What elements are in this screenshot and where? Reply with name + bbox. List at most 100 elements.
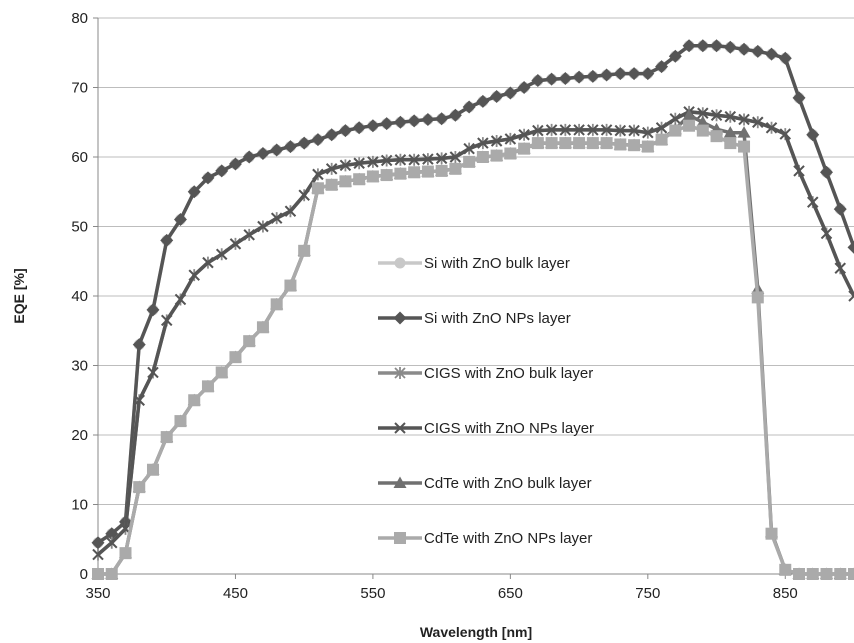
y-tick-label: 10	[71, 497, 88, 514]
data-point	[228, 157, 242, 171]
data-point	[655, 122, 668, 134]
data-point	[283, 140, 297, 154]
data-point	[270, 143, 284, 157]
data-point	[476, 94, 490, 108]
data-point	[201, 380, 214, 393]
data-point	[518, 142, 531, 155]
data-point	[394, 154, 407, 166]
x-tick-label: 550	[360, 585, 385, 602]
legend-item: CIGS with ZnO bulk layer	[378, 365, 593, 382]
data-point	[614, 138, 627, 151]
data-point	[353, 173, 366, 186]
data-point	[545, 72, 559, 86]
data-point	[146, 463, 159, 476]
data-point	[765, 47, 779, 61]
data-point	[202, 256, 214, 269]
data-point	[545, 137, 558, 150]
data-point	[724, 137, 737, 150]
data-point	[587, 124, 599, 136]
data-point	[380, 154, 393, 167]
data-point	[793, 165, 805, 177]
data-point	[477, 137, 489, 149]
data-point	[710, 39, 724, 53]
data-point	[325, 163, 338, 175]
data-point	[394, 167, 407, 180]
data-point	[559, 124, 572, 136]
data-point	[723, 40, 737, 54]
data-point	[682, 39, 696, 53]
x-axis-title: Wavelength [nm]	[420, 624, 532, 640]
data-point	[325, 128, 339, 142]
data-point	[531, 137, 544, 150]
data-point	[160, 233, 174, 247]
data-point	[696, 115, 710, 128]
data-point	[201, 171, 215, 185]
data-point	[298, 189, 310, 201]
series-line	[98, 113, 854, 576]
data-point	[105, 568, 118, 580]
data-point	[407, 114, 421, 128]
data-point	[133, 394, 145, 406]
data-point	[628, 139, 641, 152]
data-point	[229, 351, 242, 364]
series-line	[97, 44, 842, 545]
data-point	[737, 42, 751, 56]
legend-label: CIGS with ZnO bulk layer	[424, 365, 593, 382]
axes	[93, 17, 854, 579]
legend-marker	[394, 367, 406, 379]
data-point	[545, 124, 558, 136]
data-point	[820, 165, 834, 179]
data-point	[215, 366, 228, 379]
data-point	[408, 154, 420, 166]
data-point	[751, 291, 764, 304]
series-3	[92, 106, 854, 561]
series-5	[92, 119, 854, 580]
data-point	[325, 178, 338, 191]
data-point	[504, 133, 517, 145]
data-point	[738, 140, 751, 153]
data-point	[558, 71, 572, 85]
y-tick-label: 50	[71, 219, 88, 236]
data-point	[600, 124, 613, 136]
data-point	[559, 137, 572, 150]
data-point	[573, 124, 585, 136]
data-point	[463, 155, 476, 168]
legend-item: Si with ZnO bulk layer	[378, 255, 570, 272]
data-point	[312, 168, 324, 181]
data-point	[532, 124, 544, 137]
data-point	[518, 129, 530, 141]
data-point	[463, 142, 475, 155]
data-point	[738, 113, 750, 126]
data-point	[91, 536, 105, 550]
data-point	[366, 119, 380, 133]
data-point	[614, 124, 627, 137]
data-point	[284, 279, 297, 292]
y-tick-label: 60	[71, 149, 88, 166]
data-point	[490, 135, 503, 147]
data-point	[243, 229, 255, 241]
data-point	[174, 415, 187, 428]
legend-label: Si with ZnO bulk layer	[424, 255, 570, 272]
data-point	[737, 126, 751, 138]
data-point	[462, 100, 476, 114]
data-point	[833, 202, 847, 216]
data-point	[848, 290, 854, 302]
data-point	[256, 147, 270, 161]
data-point	[834, 262, 846, 274]
data-point	[422, 153, 434, 165]
data-point	[572, 70, 586, 84]
data-point	[642, 126, 654, 139]
data-point	[174, 293, 187, 306]
horizontal-gridlines	[98, 17, 854, 505]
data-point	[311, 182, 324, 195]
legend: Si with ZnO bulk layer Si with ZnO NPs la…	[378, 255, 594, 547]
data-point	[284, 205, 297, 217]
data-point	[696, 124, 709, 137]
y-axis-title: EQE [%]	[11, 268, 27, 323]
data-point	[655, 60, 669, 74]
data-point	[380, 117, 394, 131]
data-point	[834, 568, 847, 580]
data-point	[765, 527, 778, 540]
data-point	[586, 69, 600, 83]
